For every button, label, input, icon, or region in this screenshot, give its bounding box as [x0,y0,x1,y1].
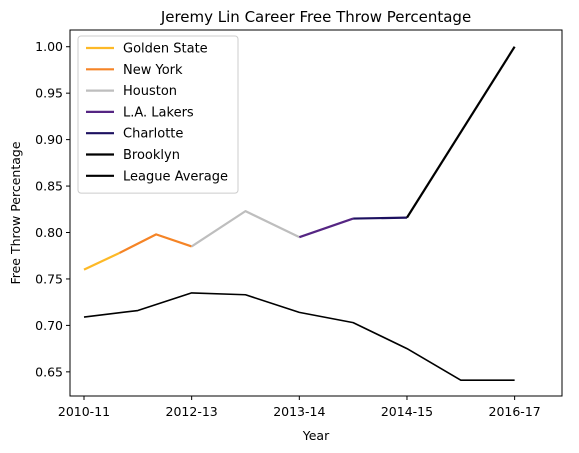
legend-box [77,35,239,194]
y-tick-label: 0.90 [35,132,63,147]
plot-frame [69,29,563,397]
x-tick-label: 2010-11 [58,404,110,419]
legend-entry-1: New York [123,63,183,78]
legend-entry-2: Houston [123,84,177,99]
y-tick-label: 0.65 [35,364,63,379]
legend-entry-6: League Average [123,169,228,184]
series-line-3 [298,217,354,239]
x-tick-label: 2013-14 [273,404,325,419]
y-tick-label: 0.85 [35,179,63,194]
series-line-4 [353,216,407,220]
y-tick-label: 1.00 [35,39,63,54]
x-tick-label: 2012-13 [166,404,218,419]
chart-title: Jeremy Lin Career Free Throw Percentage [160,8,471,26]
legend-entry-4: Charlotte [123,127,183,142]
y-tick-label: 0.80 [35,225,63,240]
series-line-0 [83,251,120,271]
legend-entry-5: Brooklyn [123,148,180,163]
x-tick-label: 2016-17 [489,404,541,419]
series-line-5 [406,46,516,219]
plot-lines [83,46,516,382]
y-tick-label: 0.75 [35,271,63,286]
x-tick-label: 2014-15 [381,404,433,419]
y-tick-label: 0.70 [35,318,63,333]
legend-entry-0: Golden State [123,42,208,57]
x-axis-label: Year [302,428,330,443]
y-axis-label: Free Throw Percentage [8,141,23,284]
series-line-6 [83,292,515,382]
series-line-2 [191,210,300,248]
x-axis: 2010-11 2012-13 2013-14 2014-15 2016-17 [58,396,541,419]
y-tick-label: 0.95 [35,86,63,101]
legend: Golden State New York Houston L.A. Lakers Ch… [77,35,239,194]
y-axis: 0.65 0.70 0.75 0.80 0.85 0.90 0.95 1.00 [35,39,70,379]
series-line-1 [119,233,193,254]
legend-entry-3: L.A. Lakers [123,105,194,120]
